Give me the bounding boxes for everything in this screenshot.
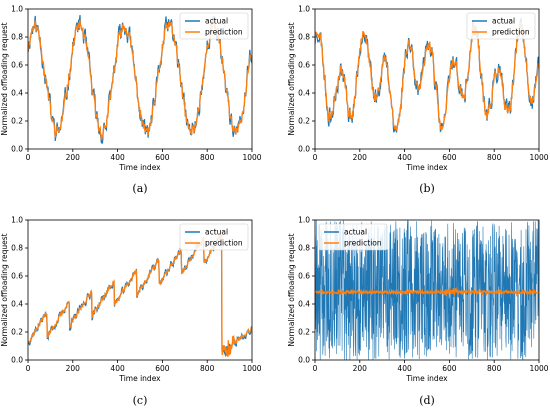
- panel-caption: (c): [133, 394, 148, 407]
- legend-label-prediction: prediction: [205, 28, 243, 37]
- x-tick-label: 800: [200, 153, 215, 162]
- x-tick-label: 600: [442, 153, 457, 162]
- x-tick-label: 600: [442, 364, 457, 373]
- x-tick-label: 1000: [529, 364, 548, 373]
- x-tick-label: 200: [353, 153, 368, 162]
- legend: actual prediction: [179, 223, 249, 251]
- y-tick-label: 0.6: [11, 61, 23, 70]
- legend-label-actual: actual: [344, 228, 367, 237]
- legend-label-prediction: prediction: [205, 239, 243, 248]
- legend-label-actual: actual: [205, 228, 228, 237]
- legend: actual prediction: [318, 223, 388, 251]
- y-tick-label: 1.0: [298, 5, 310, 14]
- x-tick-label: 800: [487, 364, 502, 373]
- legend-label-actual: actual: [205, 17, 228, 26]
- y-tick-label: 0.4: [298, 89, 310, 98]
- panel-caption: (d): [419, 394, 435, 407]
- legend: actual prediction: [179, 12, 249, 40]
- x-tick-label: 400: [110, 153, 125, 162]
- chart-panel-d: 0 200 400 600 800 1000 0.0 0.2 0.4 0.6 0.8 1.0 Time …: [287, 216, 549, 407]
- legend-label-actual: actual: [492, 17, 515, 26]
- y-tick-label: 0.4: [11, 89, 23, 98]
- y-tick-label: 0.4: [11, 300, 23, 309]
- x-tick-label: 800: [200, 364, 215, 373]
- x-tick-label: 1000: [242, 364, 261, 373]
- y-tick-label: 0.0: [298, 356, 310, 365]
- y-tick-label: 0.0: [11, 356, 23, 365]
- plot-frame: [27, 219, 253, 361]
- y-tick-label: 1.0: [11, 5, 23, 14]
- x-tick-label: 0: [26, 153, 31, 162]
- y-tick-label: 0.0: [298, 145, 310, 154]
- x-axis-label: Time index: [118, 163, 161, 172]
- plot-frame: [314, 8, 540, 150]
- x-tick-label: 1000: [529, 153, 548, 162]
- series-line-prediction: [28, 234, 252, 358]
- y-tick-label: 1.0: [11, 216, 23, 225]
- y-tick-label: 0.8: [298, 33, 310, 42]
- y-tick-label: 0.6: [11, 272, 23, 281]
- x-tick-label: 1000: [242, 153, 261, 162]
- chart-panel-b: 0 200 400 600 800 1000 0.0 0.2 0.4 0.6 0.8 1.0 Time …: [287, 5, 549, 195]
- y-tick-label: 0.8: [11, 33, 23, 42]
- y-tick-label: 0.4: [298, 300, 310, 309]
- x-tick-label: 200: [66, 364, 81, 373]
- y-tick-label: 0.0: [11, 145, 23, 154]
- x-tick-label: 800: [487, 153, 502, 162]
- y-tick-label: 0.6: [298, 272, 310, 281]
- series-line-actual: [28, 234, 252, 358]
- y-tick-label: 0.8: [298, 244, 310, 253]
- plot-frame: [314, 219, 540, 361]
- y-axis-label: Normalized offloading request: [0, 22, 9, 135]
- y-axis-label: Normalized offloading request: [287, 22, 296, 135]
- x-tick-label: 0: [26, 364, 31, 373]
- x-tick-label: 200: [66, 153, 81, 162]
- x-tick-label: 200: [353, 364, 368, 373]
- y-tick-label: 0.6: [298, 61, 310, 70]
- x-tick-label: 400: [397, 364, 412, 373]
- plot-frame: [27, 8, 253, 150]
- x-tick-label: 0: [313, 153, 318, 162]
- x-tick-label: 0: [313, 364, 318, 373]
- x-axis-label: Time index: [405, 163, 448, 172]
- panel-caption: (b): [419, 182, 435, 195]
- chart-panel-a: 0 200 400 600 800 1000 0.0 0.2 0.4 0.6 0.8 1.0 Time …: [0, 5, 262, 195]
- y-tick-label: 0.2: [298, 328, 310, 337]
- y-tick-label: 0.2: [298, 117, 310, 126]
- x-axis-label: Time index: [405, 374, 448, 383]
- y-tick-label: 1.0: [298, 216, 310, 225]
- y-axis-label: Normalized offloading request: [287, 233, 296, 346]
- series-line-prediction: [315, 20, 539, 131]
- series-line-prediction: [315, 287, 539, 297]
- x-tick-label: 400: [110, 364, 125, 373]
- y-tick-label: 0.2: [11, 117, 23, 126]
- panel-caption: (a): [132, 182, 147, 195]
- x-axis-label: Time index: [118, 374, 161, 383]
- y-axis-label: Normalized offloading request: [0, 233, 9, 346]
- x-tick-label: 600: [155, 153, 170, 162]
- x-tick-label: 600: [155, 364, 170, 373]
- x-tick-label: 400: [397, 153, 412, 162]
- legend: actual prediction: [466, 12, 536, 40]
- y-tick-label: 0.2: [11, 328, 23, 337]
- legend-label-prediction: prediction: [492, 28, 530, 37]
- chart-panel-c: 0 200 400 600 800 1000 0.0 0.2 0.4 0.6 0.8 1.0 Time …: [0, 216, 262, 407]
- legend-label-prediction: prediction: [344, 239, 382, 248]
- y-tick-label: 0.8: [11, 244, 23, 253]
